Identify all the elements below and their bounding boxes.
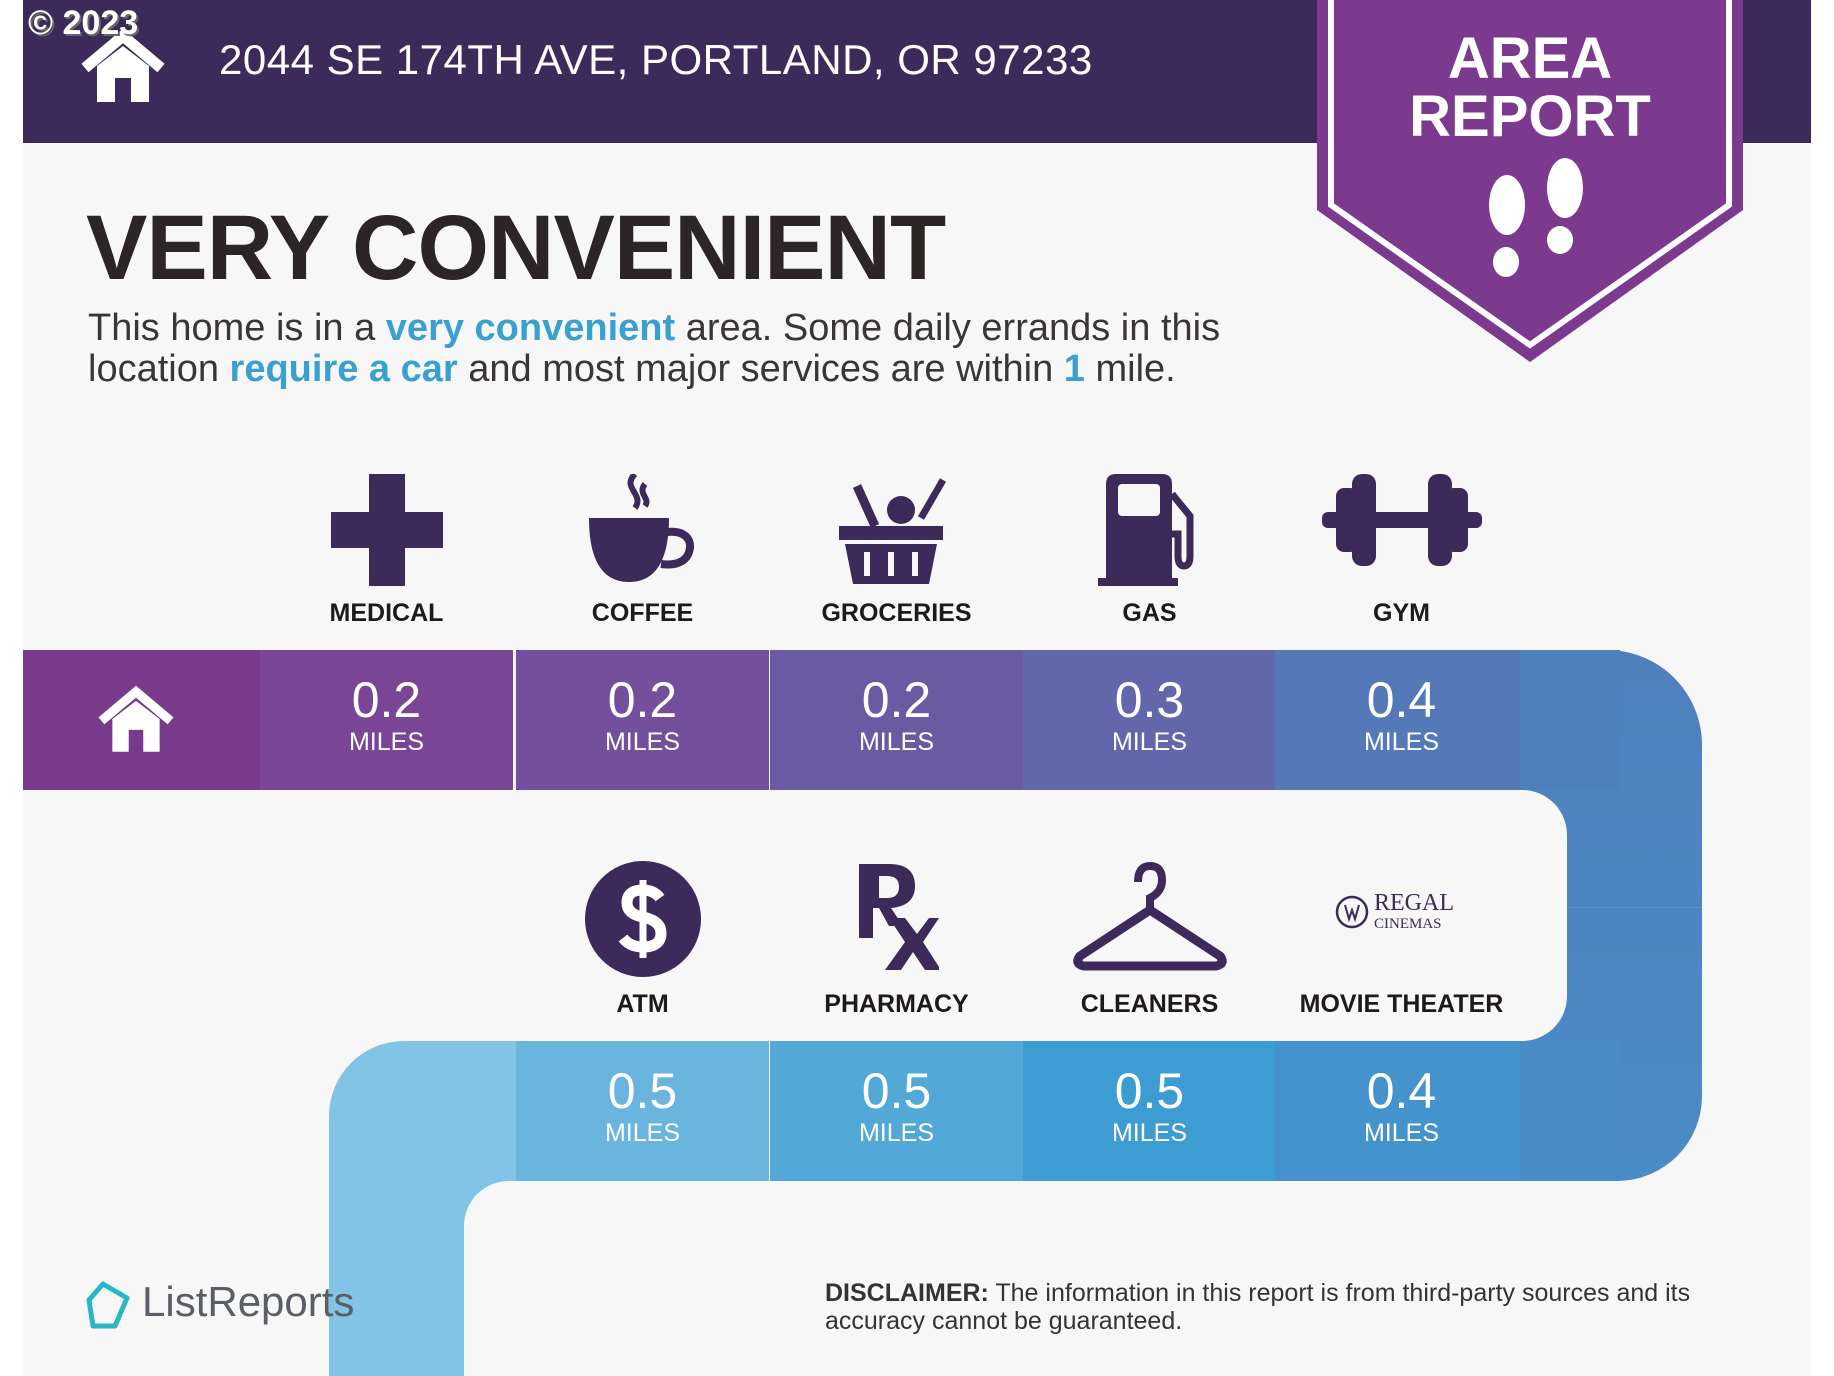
distance-segment: 0.3 MILES (1023, 650, 1276, 790)
home-segment (23, 650, 266, 790)
rx-icon (855, 860, 941, 977)
home-icon (81, 30, 165, 102)
page-title: VERY CONVENIENT (86, 197, 946, 299)
path-connector-divider (1567, 907, 1702, 908)
distance-segment: 0.2 MILES (516, 650, 769, 790)
service-label: COFFEE (591, 599, 694, 627)
svg-text:CINEMAS: CINEMAS (1374, 916, 1442, 932)
path-segment-end-lower (1520, 1041, 1620, 1181)
banner-line-2: REPORT (1409, 84, 1651, 149)
distance-value: 0.4 (1366, 1063, 1437, 1119)
distance-unit: MILES (1363, 1119, 1440, 1147)
distance-unit: MILES (604, 1119, 681, 1147)
service-label: GYM (1373, 599, 1430, 627)
distance-unit: MILES (604, 728, 681, 756)
service-label: MEDICAL (329, 599, 444, 627)
service-label: ATM (616, 990, 669, 1018)
hanger-icon (1072, 860, 1228, 977)
distance-segment: 0.5 MILES (516, 1041, 769, 1181)
distance-unit: MILES (858, 1119, 935, 1147)
distance-unit: MILES (1363, 728, 1440, 756)
banner-line-1: AREA (1447, 26, 1613, 91)
distance-value: 0.5 (1114, 1063, 1185, 1119)
coffee-cup-icon (587, 471, 699, 591)
distance-unit: MILES (348, 728, 425, 756)
dumbbell-icon (1321, 474, 1482, 571)
brand-name: ListReports (142, 1278, 355, 1325)
distance-value: 0.3 (1114, 672, 1185, 728)
gas-pump-icon (1094, 474, 1206, 591)
distance-unit: MILES (1111, 728, 1188, 756)
path-gap (23, 790, 1567, 1041)
grocery-basket-icon (835, 474, 959, 591)
path-gap-lower (464, 1181, 1811, 1376)
distance-segment: 0.4 MILES (1275, 1041, 1528, 1181)
distance-value: 0.2 (607, 672, 678, 728)
regal-cinemas-logo: REGAL CINEMAS (1334, 890, 1470, 939)
service-label: PHARMACY (824, 990, 969, 1018)
disclaimer: DISCLAIMER: The information in this repo… (825, 1279, 1691, 1335)
area-report-banner: AREA REPORT (1317, 0, 1743, 362)
distance-segment: 0.2 MILES (260, 650, 513, 790)
copyright: © 2023 (28, 4, 139, 42)
service-label: CLEANERS (1080, 990, 1219, 1018)
distance-segment: 0.2 MILES (770, 650, 1023, 790)
footprints-icon (1489, 158, 1583, 277)
distance-unit: MILES (858, 728, 935, 756)
distance-segment: 0.5 MILES (1023, 1041, 1276, 1181)
summary-text: This home is in a very convenient area. … (88, 307, 1221, 390)
distance-unit: MILES (1111, 1119, 1188, 1147)
svg-text:REGAL: REGAL (1374, 890, 1454, 916)
distance-value: 0.5 (607, 1063, 678, 1119)
property-address: 2044 SE 174TH AVE, PORTLAND, OR 97233 (219, 36, 1093, 83)
listreports-logo-icon (86, 1281, 130, 1329)
service-label: GAS (1122, 599, 1177, 627)
distance-value: 0.2 (351, 672, 422, 728)
dollar-icon (584, 860, 702, 983)
distance-value: 0.5 (861, 1063, 932, 1119)
medical-cross-icon (330, 474, 443, 591)
distance-segment: 0.5 MILES (770, 1041, 1023, 1181)
distance-value: 0.2 (861, 672, 932, 728)
distance-segment: 0.4 MILES (1275, 650, 1528, 790)
distance-value: 0.4 (1366, 672, 1437, 728)
path-segment-end (1520, 650, 1620, 790)
service-label: MOVIE THEATER (1299, 990, 1504, 1018)
home-icon (98, 685, 174, 752)
service-label: GROCERIES (821, 599, 972, 627)
